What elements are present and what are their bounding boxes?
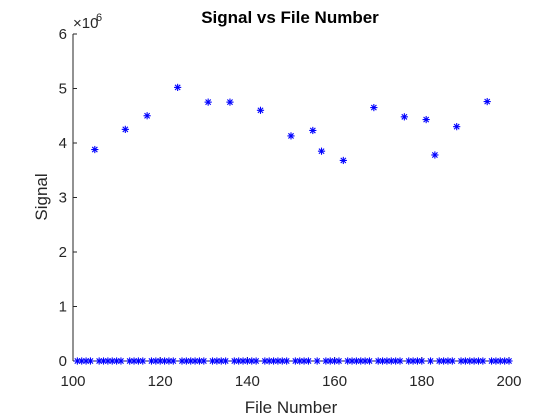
data-point [174, 83, 182, 92]
data-point [304, 357, 313, 365]
data-point [204, 98, 212, 106]
data-point [418, 357, 426, 365]
data-point [396, 357, 404, 365]
data-point [431, 151, 439, 159]
x-tick-label: 120 [148, 373, 173, 390]
data-point [378, 357, 387, 365]
data-markers [73, 83, 513, 365]
data-point [252, 357, 260, 365]
y-axis-exponent-power: 6 [96, 12, 102, 24]
x-tick-label: 200 [496, 373, 521, 390]
data-point [505, 357, 513, 365]
data-point [470, 357, 478, 365]
data-point [296, 357, 304, 365]
data-point [200, 357, 208, 365]
data-point [208, 357, 217, 365]
data-point [283, 357, 291, 365]
x-tick-label: 160 [322, 373, 347, 390]
y-axis-exponent: ×10 6 [73, 12, 102, 32]
axes [72, 34, 509, 362]
data-point [487, 357, 496, 365]
data-point [370, 103, 378, 112]
data-point [448, 357, 456, 365]
x-tick-label: 100 [60, 373, 85, 390]
chart-title: Signal vs File Number [201, 8, 379, 27]
data-point [422, 115, 430, 124]
x-axis-label: File Number [245, 398, 338, 417]
data-point [82, 357, 90, 365]
data-point [365, 357, 374, 365]
data-point [91, 145, 99, 154]
data-point [435, 357, 443, 365]
data-point [143, 112, 151, 120]
y-tick-label: 6 [59, 26, 67, 43]
data-point [317, 147, 326, 155]
x-tick-label: 180 [409, 373, 434, 390]
data-point [147, 357, 156, 365]
data-point [287, 132, 295, 140]
x-ticks: 100 120 140 160 180 200 [60, 357, 522, 390]
data-point [156, 357, 164, 365]
data-point [165, 357, 173, 365]
data-point [121, 125, 129, 133]
y-tick-label: 3 [59, 190, 67, 207]
x-tick-label: 140 [235, 373, 260, 390]
data-point [117, 357, 125, 365]
data-point [339, 156, 347, 165]
data-point [108, 357, 116, 365]
y-ticks: 0 1 2 3 4 5 6 [59, 26, 77, 370]
data-point [444, 357, 452, 365]
y-axis-label: Signal [32, 173, 51, 220]
data-point [479, 357, 487, 365]
data-point [226, 98, 234, 106]
y-tick-label: 5 [59, 81, 67, 98]
data-point [453, 123, 461, 131]
y-tick-label: 1 [59, 299, 67, 316]
data-point [99, 357, 108, 365]
data-point [217, 357, 225, 365]
data-point [139, 357, 147, 365]
data-point [73, 357, 81, 365]
data-point [78, 357, 86, 365]
y-axis-exponent-base: ×10 [73, 15, 98, 32]
data-point [483, 97, 491, 106]
y-tick-label: 4 [59, 135, 67, 152]
data-point [335, 357, 343, 365]
data-point [387, 357, 395, 365]
y-tick-label: 2 [59, 244, 67, 261]
data-point [261, 357, 269, 365]
data-point [344, 357, 352, 365]
y-tick-label: 0 [59, 353, 67, 370]
data-point [357, 357, 365, 365]
data-point [426, 357, 435, 365]
data-point [169, 357, 177, 365]
data-point [413, 357, 422, 365]
data-point [400, 113, 408, 121]
data-point [300, 357, 308, 365]
data-point [313, 357, 321, 365]
data-point [86, 357, 95, 365]
data-point [222, 357, 230, 365]
data-point [278, 357, 286, 365]
data-point [309, 126, 317, 135]
data-point [256, 106, 265, 114]
data-point [178, 357, 186, 365]
